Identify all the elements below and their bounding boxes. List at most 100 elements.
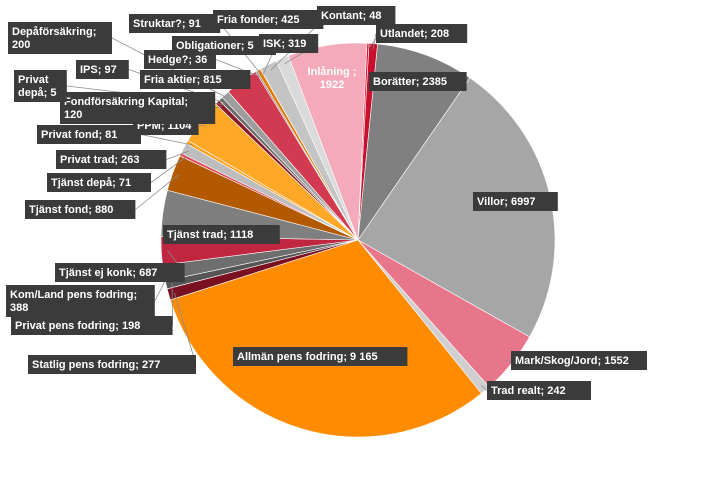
data-label-box xyxy=(11,316,173,335)
data-label-box xyxy=(55,263,185,282)
data-label-text: Tjänst ej konk; 687 xyxy=(59,267,157,279)
data-label: Fria fonder; 425 xyxy=(213,10,324,29)
data-label: Privat fond; 81 xyxy=(37,125,141,144)
data-label-box xyxy=(473,192,558,211)
leader-line xyxy=(506,359,512,361)
data-label-box xyxy=(14,70,67,102)
pie-slice-borätter xyxy=(357,43,471,241)
data-label-box xyxy=(317,6,396,25)
data-label-text: Mark/Skog/Jord; 1552 xyxy=(515,355,629,367)
data-label-box xyxy=(8,22,112,54)
data-label-text: Obligationer; 5 xyxy=(176,40,254,52)
data-label-text: Kontant; 48 xyxy=(321,10,382,22)
data-label: Mark/Skog/Jord; 1552 xyxy=(511,351,647,370)
data-label-text: 1922 xyxy=(320,79,344,91)
data-label-box xyxy=(129,14,221,33)
data-label-box xyxy=(25,200,136,219)
data-label-text: Inlåning ; xyxy=(308,66,357,78)
data-label-text: Kom/Land pens fodring; xyxy=(10,289,137,301)
leader-line xyxy=(135,174,179,210)
data-label-text: depå; 5 xyxy=(18,87,57,99)
data-label: Privat pens fodring; 198 xyxy=(11,316,173,335)
pie-slice-allmän-pens-fodring xyxy=(169,239,482,438)
leader-line xyxy=(166,150,190,160)
data-label-box xyxy=(369,72,467,91)
data-label-box xyxy=(140,70,251,89)
data-label: Privat trad; 263 xyxy=(56,150,167,169)
data-label-text: Fria fonder; 425 xyxy=(217,14,300,26)
data-label: Kontant; 48 xyxy=(317,6,396,25)
data-label-text: Allmän pens fodring; 9 165 xyxy=(237,351,378,363)
leader-line xyxy=(215,59,260,77)
data-label-text: Hedge?; 36 xyxy=(148,54,207,66)
data-label: Obligationer; 5 xyxy=(172,36,276,55)
data-label: Fria aktier; 815 xyxy=(140,70,251,89)
data-label-text: Tjänst trad; 1118 xyxy=(167,229,253,241)
data-label-text: Tjänst fond; 880 xyxy=(29,204,113,216)
data-label: Utlandet; 208 xyxy=(376,24,468,43)
data-label-box xyxy=(163,225,280,244)
data-label: Villor; 6997 xyxy=(473,192,558,211)
data-label-text: Borätter; 2385 xyxy=(373,76,447,88)
data-labels: Utlandet; 208 Borätter; 2385 Villor; 6997 M… xyxy=(6,6,647,400)
leader-line xyxy=(150,156,187,183)
data-label-box xyxy=(172,36,276,55)
data-label-text: 388 xyxy=(10,302,28,314)
data-label-text: Privat trad; 263 xyxy=(60,154,139,166)
data-label: ISK; 319 xyxy=(259,34,319,53)
leader-line xyxy=(215,105,222,109)
leader-line xyxy=(481,385,488,391)
data-label-text: Depåförsäkring; xyxy=(12,26,96,38)
data-label-box xyxy=(233,347,408,366)
data-label: Kom/Land pens fodring;388 xyxy=(6,285,155,317)
data-label-text: Privat pens fodring; 198 xyxy=(15,320,140,332)
data-label-box xyxy=(511,351,647,370)
data-label-text: Utlandet; 208 xyxy=(380,28,449,40)
data-label: Inlåning ;1922 xyxy=(308,66,357,91)
data-label-text: Statlig pens fodring; 277 xyxy=(32,359,160,371)
data-label-box xyxy=(487,381,591,400)
leader-line xyxy=(140,134,193,146)
data-label-text: Privat fond; 81 xyxy=(41,129,117,141)
pie-slice-kontant xyxy=(357,42,370,241)
data-label-box xyxy=(213,10,324,29)
data-label-text: Villor; 6997 xyxy=(477,196,536,208)
data-label-text: Tjänst depå; 71 xyxy=(51,177,131,189)
data-label-text: Struktar?; 91 xyxy=(133,18,201,30)
data-label-box xyxy=(37,125,141,144)
data-label-text: Fria aktier; 815 xyxy=(144,74,222,86)
data-label-box xyxy=(56,150,167,169)
data-label-box xyxy=(6,285,155,317)
data-label-box xyxy=(376,24,468,43)
leader-line xyxy=(198,124,206,126)
data-label-text: Fondförsäkring Kapital; xyxy=(64,96,188,108)
data-label: Trad realt; 242 xyxy=(487,381,591,400)
data-label: Struktar?; 91 xyxy=(129,14,221,33)
data-label: Allmän pens fodring; 9 165 xyxy=(233,347,408,366)
data-label: IPS; 97 xyxy=(76,60,129,79)
data-label: Tjänst ej konk; 687 xyxy=(55,263,185,282)
data-label-text: 120 xyxy=(64,109,82,121)
data-label-box xyxy=(259,34,319,53)
data-label: Statlig pens fodring; 277 xyxy=(28,355,196,374)
data-label-box xyxy=(60,92,216,124)
data-label-box xyxy=(76,60,129,79)
data-label: Borätter; 2385 xyxy=(369,72,467,91)
data-label-box xyxy=(28,355,196,374)
data-label-text: Privat xyxy=(18,74,49,86)
data-label: Fondförsäkring Kapital;120 xyxy=(60,92,216,124)
data-label-text: ISK; 319 xyxy=(263,38,306,50)
data-label-text: IPS; 97 xyxy=(80,64,117,76)
data-label: Tjänst depå; 71 xyxy=(47,173,151,192)
data-label-box xyxy=(47,173,151,192)
data-label-text: 200 xyxy=(12,39,30,51)
data-label-text: Trad realt; 242 xyxy=(491,385,566,397)
leader-line xyxy=(174,292,197,365)
data-label: Tjänst fond; 880 xyxy=(25,200,136,219)
data-label: Hedge?; 36 xyxy=(144,50,216,69)
data-label: Tjänst trad; 1118 xyxy=(163,225,280,244)
data-label: Depåförsäkring;200 xyxy=(8,22,112,54)
